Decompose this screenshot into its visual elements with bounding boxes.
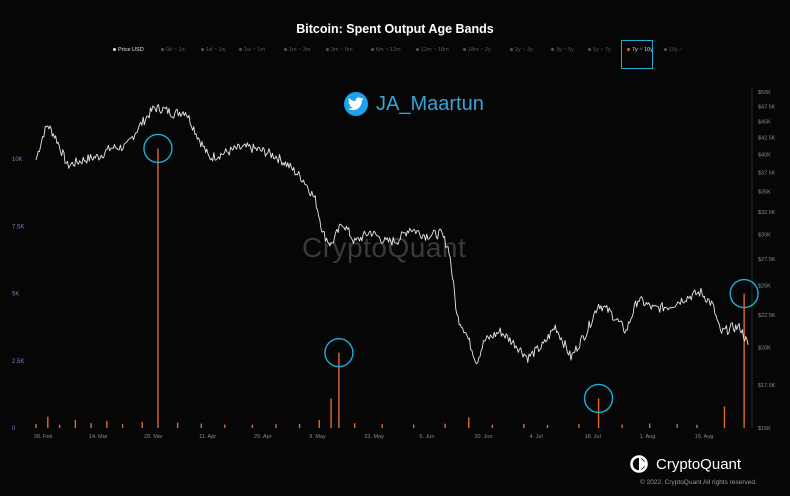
twitter-handle: JA_Maartun <box>344 92 484 116</box>
legend-label: Price USD <box>118 47 144 53</box>
legend-swatch <box>239 48 242 52</box>
legend-item[interactable]: 3y ~ 5y <box>551 47 574 53</box>
right-axis-tick-label: $37.5K <box>758 170 776 176</box>
legend-swatch <box>113 48 116 52</box>
x-axis-tick-label: 23. May <box>364 434 384 440</box>
legend-item[interactable]: 3m ~ 6m <box>326 47 353 53</box>
right-axis-tick-label: $47.5K <box>758 104 776 110</box>
legend-swatch <box>371 48 374 52</box>
left-axis-tick-label: 10K <box>12 157 23 163</box>
right-axis-tick-label: $17.5K <box>758 383 776 389</box>
copyright: © 2022. CryptoQuant All rights reserved. <box>640 479 757 486</box>
legend-swatch <box>284 48 287 52</box>
x-axis-tick-label: 15. Aug <box>695 434 714 440</box>
highlight-circle <box>583 383 614 414</box>
legend-swatch <box>416 48 419 52</box>
x-axis-tick-label: 20. Jun <box>474 434 492 440</box>
highlight-circle <box>729 278 759 309</box>
right-axis-tick-label: $35K <box>758 190 771 196</box>
highlight-circle <box>324 338 354 368</box>
legend-swatch <box>201 48 204 52</box>
twitter-handle-text: JA_Maartun <box>376 92 484 115</box>
legend-item[interactable]: 1m ~ 3m <box>284 47 311 53</box>
legend-swatch <box>510 48 513 52</box>
legend-item[interactable]: 18m ~ 2y <box>463 47 491 53</box>
legend-item[interactable]: 10y ~ <box>664 47 683 53</box>
legend-swatch <box>161 48 164 52</box>
legend-label: 2y ~ 3y <box>515 47 533 53</box>
legend-swatch <box>551 48 554 52</box>
legend-swatch <box>463 48 466 52</box>
legend-item[interactable]: 0d ~ 1d <box>161 47 185 53</box>
right-axis-tick-label: $27.5K <box>758 257 776 263</box>
right-axis-tick-label: $50K <box>758 90 771 96</box>
x-axis-tick-label: 28. Feb <box>34 434 53 440</box>
brand-name: CryptoQuant <box>656 455 742 473</box>
left-axis-tick-label: 0 <box>12 426 16 432</box>
legend-item[interactable]: 5y ~ 7y <box>588 47 611 53</box>
legend-label: 18m ~ 2y <box>468 47 491 53</box>
legend-label: 1d ~ 1w <box>206 47 226 53</box>
legend-swatch <box>588 48 591 52</box>
legend-label: 0d ~ 1d <box>166 47 185 53</box>
right-axis-tick-label: $42.5K <box>758 135 776 141</box>
legend-item[interactable]: 12m ~ 18m <box>416 47 449 53</box>
legend-label: 3m ~ 6m <box>331 47 353 53</box>
right-axis-tick-label: $45K <box>758 119 771 125</box>
legend-item[interactable]: 7y ~ 10y <box>627 47 653 53</box>
right-axis-tick-label: $22.5K <box>758 313 776 319</box>
legend-item[interactable]: 1d ~ 1w <box>201 47 225 53</box>
highlight-circle <box>143 133 173 164</box>
legend-label: 10y ~ <box>669 47 683 53</box>
legend-selection-box <box>621 40 653 69</box>
x-axis-tick-label: 18. Jul <box>585 434 601 440</box>
legend-item[interactable]: Price USD <box>113 47 144 53</box>
legend-label: 7y ~ 10y <box>632 47 653 53</box>
x-axis-tick-label: 14. Mar <box>89 434 108 440</box>
legend: Price USD 0d ~ 1d 1d ~ 1w 1w ~ 1m 1m ~ 3m 3m … <box>0 40 790 69</box>
right-axis-tick-label: $25K <box>758 283 771 289</box>
left-axis-tick-label: 5K <box>12 292 19 298</box>
legend-label: 12m ~ 18m <box>421 47 449 53</box>
right-axis-tick-label: $30K <box>758 233 771 239</box>
legend-label: 6m ~ 12m <box>376 47 401 53</box>
right-axis-tick-label: $32.5K <box>758 210 776 216</box>
legend-label: 1m ~ 3m <box>289 47 311 53</box>
chart-title: Bitcoin: Spent Output Age Bands <box>296 22 494 36</box>
legend-swatch <box>664 48 667 52</box>
x-axis-tick-label: 6. Jun <box>419 434 434 440</box>
legend-label: 1w ~ 1m <box>244 47 265 53</box>
legend-label: 5y ~ 7y <box>593 47 611 53</box>
twitter-bird-icon <box>344 92 368 116</box>
legend-item[interactable]: 1w ~ 1m <box>239 47 265 53</box>
legend-item[interactable]: 2y ~ 3y <box>510 47 533 53</box>
x-axis-tick-label: 25. Apr <box>254 434 272 440</box>
x-axis-tick-label: 4. Jul <box>530 434 543 440</box>
x-axis-tick-label: 1. Aug <box>640 434 656 440</box>
x-axis-tick-label: 28. Mar <box>144 434 163 440</box>
legend-item[interactable]: 6m ~ 12m <box>371 47 401 53</box>
watermark: CryptoQuant <box>302 232 467 263</box>
right-axis-tick-label: $15K <box>758 426 771 432</box>
x-axis-tick-label: 9. May <box>309 434 326 440</box>
right-axis-tick-label: $20K <box>758 346 771 352</box>
left-axis-tick-label: 2.5K <box>12 359 24 365</box>
x-axis-tick-label: 11. Apr <box>199 434 216 440</box>
cryptoquant-logo-icon <box>630 455 648 473</box>
legend-swatch <box>627 48 630 52</box>
legend-label: 3y ~ 5y <box>556 47 574 53</box>
brand: CryptoQuant <box>630 455 741 473</box>
left-axis-tick-label: 7.5K <box>12 224 24 230</box>
legend-swatch <box>326 48 329 52</box>
right-axis-tick-label: $40K <box>758 152 771 158</box>
price-usd-line <box>35 104 749 365</box>
